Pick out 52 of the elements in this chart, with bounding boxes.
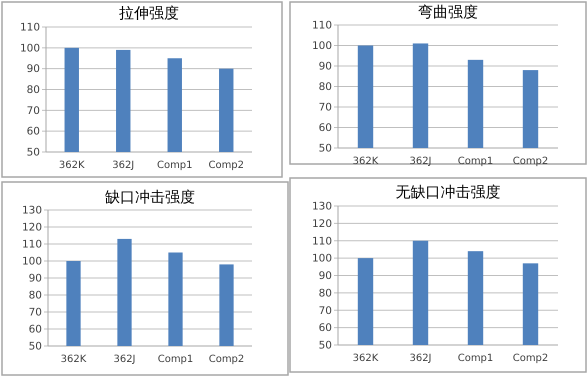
- x-tick-label: Comp2: [512, 156, 548, 167]
- y-tick-label: 80: [318, 81, 332, 93]
- y-tick-label: 60: [318, 122, 332, 134]
- x-tick-label: 362J: [409, 156, 432, 167]
- y-tick-label: 120: [312, 218, 332, 230]
- y-tick-label: 70: [28, 306, 42, 318]
- y-tick-label: 90: [28, 272, 42, 284]
- y-tick-label: 80: [26, 84, 40, 96]
- x-tick-label: Comp1: [158, 354, 194, 365]
- y-tick-label: 110: [20, 22, 40, 34]
- y-tick-label: 50: [318, 340, 332, 352]
- y-tick-label: 60: [28, 324, 42, 336]
- x-tick-label: Comp1: [156, 160, 193, 171]
- chart-title: 拉伸强度: [119, 4, 179, 22]
- y-tick-label: 100: [312, 40, 332, 52]
- x-tick-label: 362J: [409, 353, 432, 364]
- y-tick-label: 90: [26, 63, 40, 76]
- x-tick-label: 362K: [352, 156, 379, 167]
- y-tick-label: 50: [28, 340, 42, 352]
- y-tick-label: 50: [318, 142, 332, 154]
- x-tick-label: Comp1: [458, 353, 494, 364]
- y-tick-label: 90: [318, 60, 332, 72]
- chart-title: 缺口冲击强度: [105, 188, 195, 206]
- y-tick-label: 120: [22, 222, 42, 234]
- y-tick-label: 80: [318, 287, 332, 300]
- x-tick-label: 362J: [112, 160, 134, 171]
- x-tick-label: 362K: [60, 354, 87, 365]
- x-tick-label: 362J: [113, 354, 136, 365]
- chart-title: 无缺口冲击强度: [396, 183, 500, 201]
- y-tick-label: 130: [312, 200, 332, 212]
- y-tick-label: 110: [22, 238, 42, 250]
- x-tick-label: Comp2: [512, 353, 548, 364]
- y-tick-label: 110: [312, 235, 332, 248]
- y-tick-label: 50: [26, 146, 40, 158]
- y-tick-label: 80: [28, 290, 42, 302]
- y-tick-label: 90: [318, 270, 332, 282]
- chart-title: 弯曲强度: [418, 3, 478, 21]
- x-tick-label: Comp2: [208, 160, 244, 171]
- y-tick-label: 130: [22, 204, 42, 216]
- y-tick-label: 100: [312, 252, 332, 265]
- y-tick-label: 100: [20, 42, 40, 54]
- x-tick-label: 362K: [352, 353, 379, 364]
- x-tick-label: Comp1: [458, 156, 494, 167]
- x-tick-label: 362K: [58, 160, 86, 171]
- y-tick-label: 100: [22, 256, 42, 268]
- y-tick-label: 70: [26, 104, 40, 117]
- y-tick-label: 110: [312, 20, 332, 32]
- y-tick-label: 70: [318, 304, 332, 317]
- y-tick-label: 70: [318, 102, 332, 114]
- x-tick-label: Comp2: [208, 354, 244, 365]
- y-tick-label: 60: [318, 322, 332, 334]
- y-tick-label: 60: [26, 126, 40, 138]
